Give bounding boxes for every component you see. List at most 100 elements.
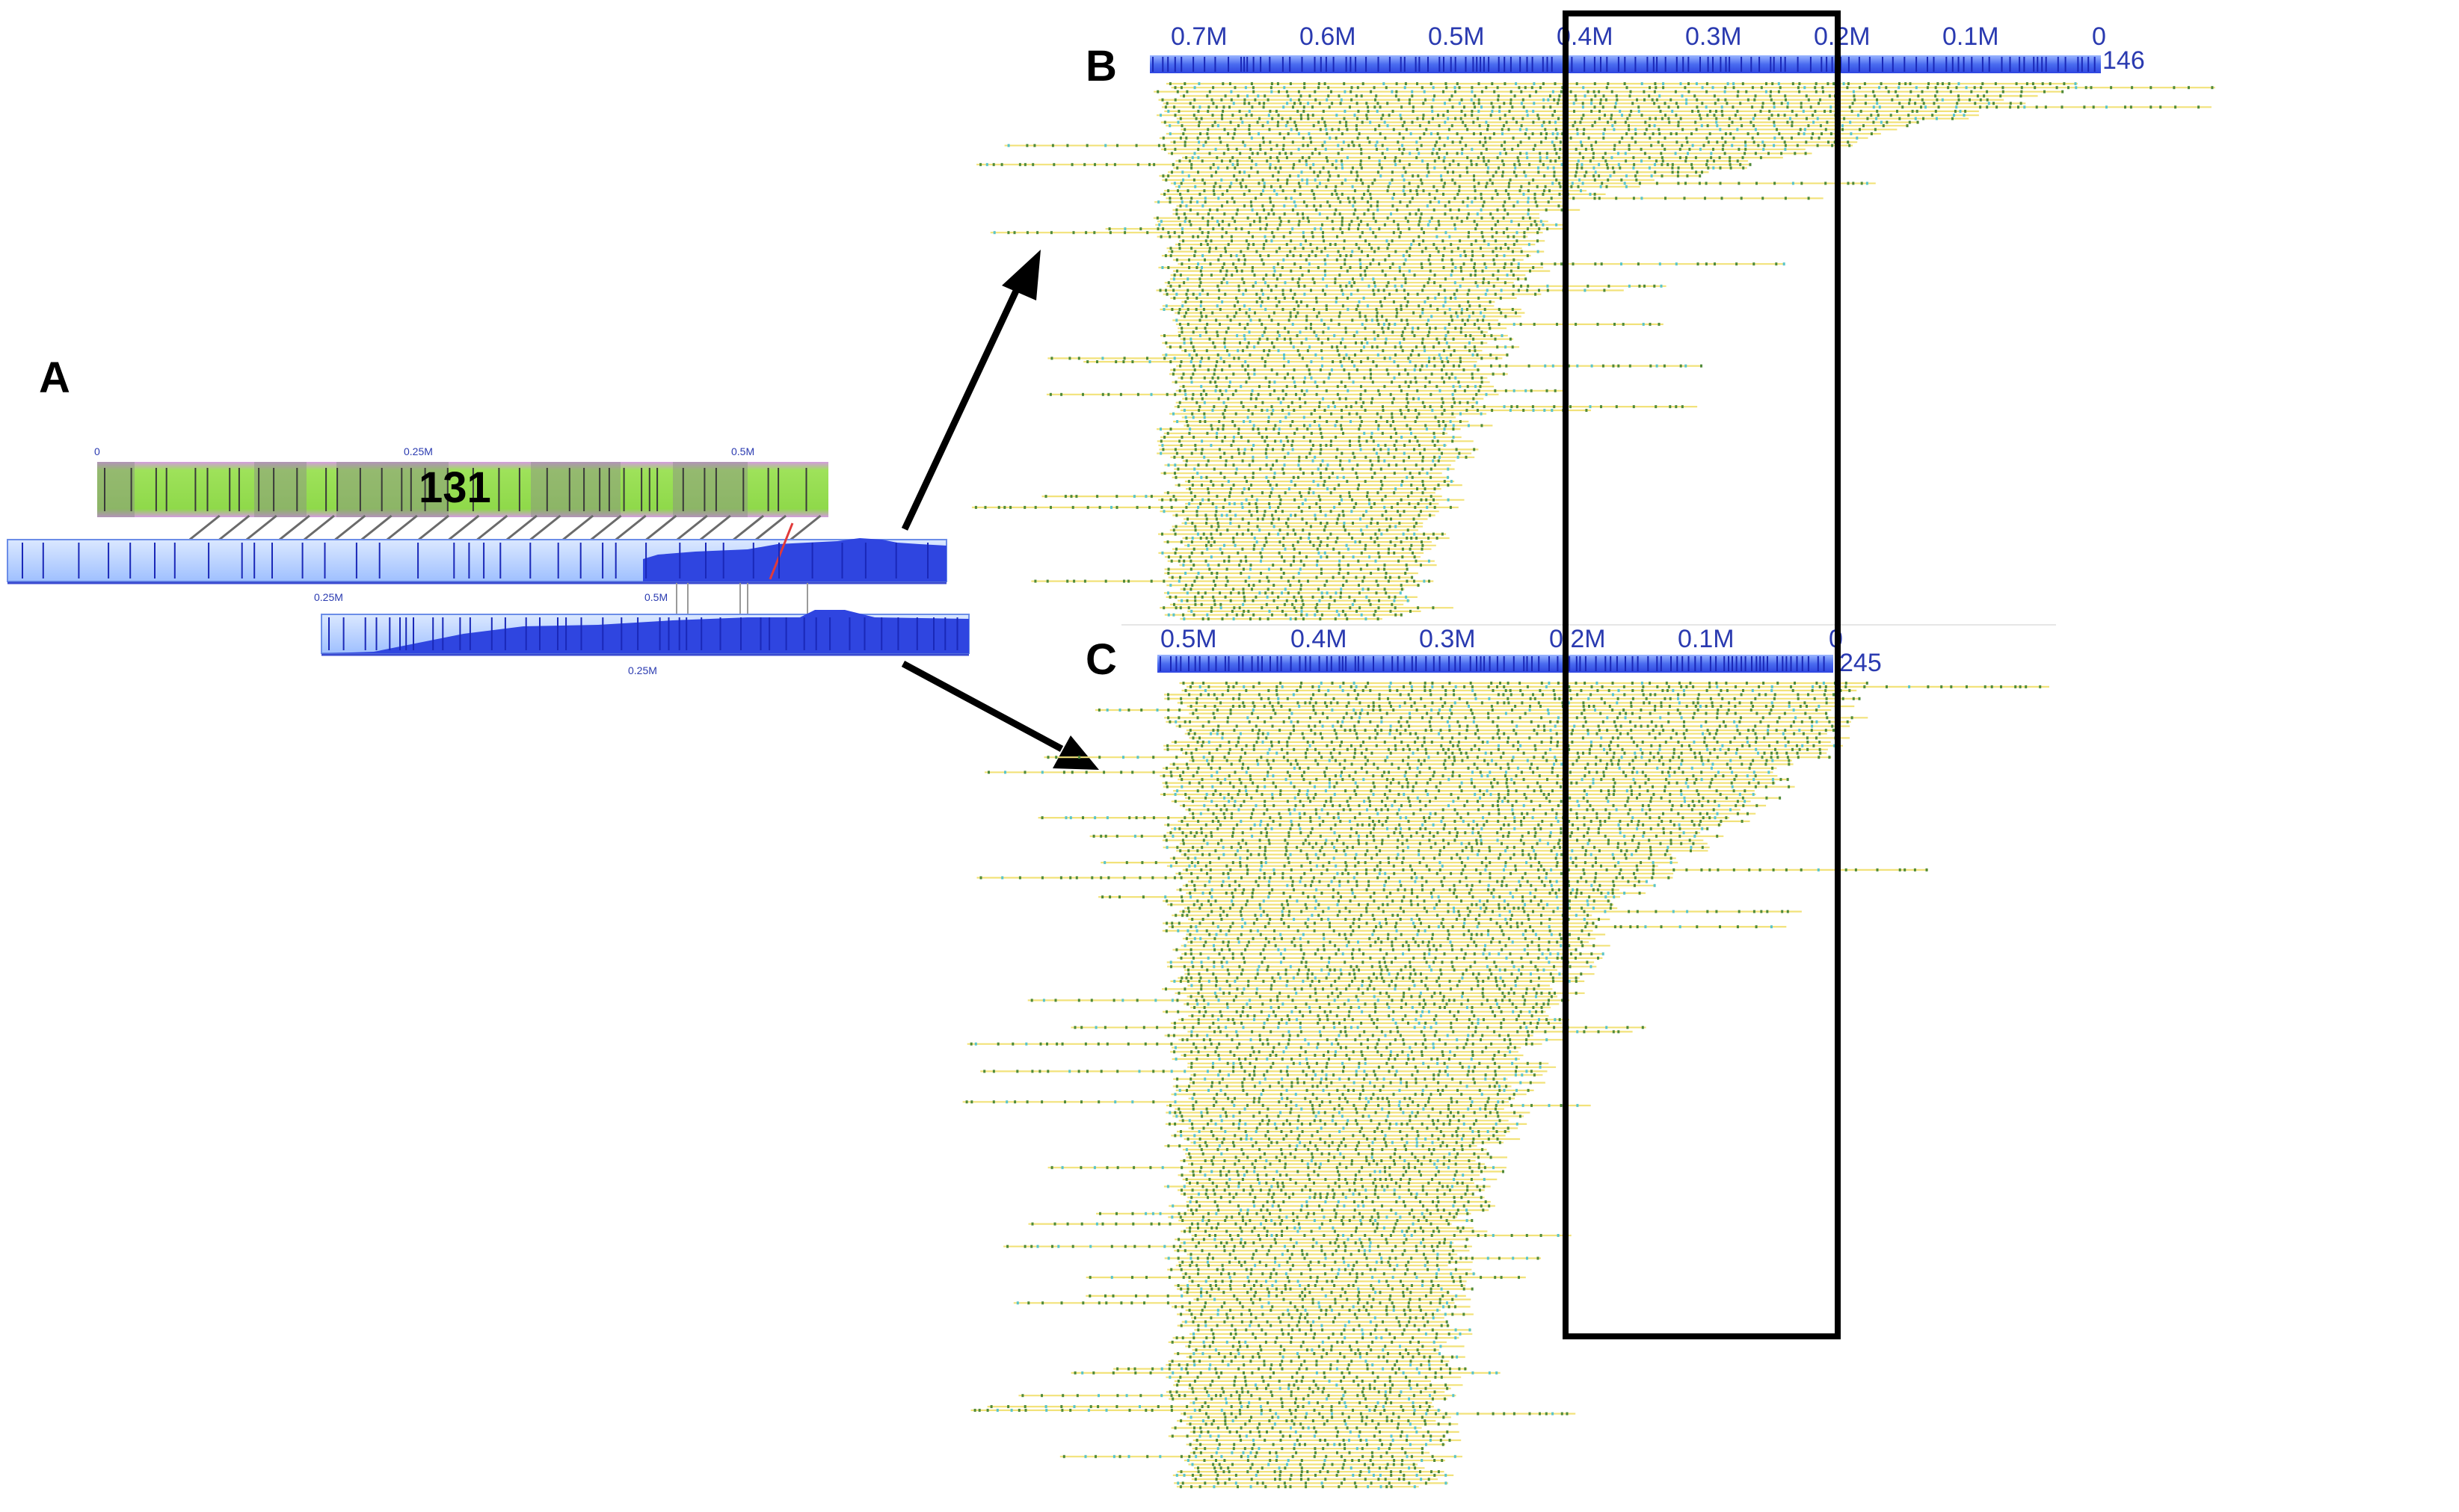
molecule-label: [1611, 166, 1614, 170]
molecule-label: [1528, 163, 1531, 167]
molecule-label: [1096, 495, 1099, 499]
molecule-label: [1459, 385, 1462, 389]
molecule-label: [1472, 132, 1475, 135]
molecule-label: [1418, 397, 1420, 401]
molecule-label: [1268, 380, 1271, 384]
molecule-label: [1613, 144, 1616, 147]
molecule-label: [1214, 584, 1216, 587]
molecule-label: [1374, 532, 1377, 536]
molecule-label: [1586, 284, 1589, 288]
molecule-label: [1246, 247, 1249, 250]
molecule-label: [1281, 389, 1284, 392]
molecule-label: [1363, 212, 1366, 216]
molecule-label: [1654, 163, 1656, 167]
map2-tick-025: 0.25M: [628, 664, 657, 676]
molecule-label: [1709, 697, 1712, 700]
molecule-label: [1498, 364, 1501, 368]
molecule-label: [1299, 584, 1302, 587]
molecule-label: [1086, 360, 1089, 363]
molecule-label: [1640, 114, 1643, 117]
molecule-label: [1278, 223, 1281, 226]
molecule-label: [1167, 693, 1169, 697]
molecule-label: [1336, 392, 1339, 396]
molecule-label: [1226, 315, 1229, 318]
molecule-label: [1210, 525, 1213, 528]
molecule-label: [1614, 102, 1617, 105]
molecule-label: [1471, 688, 1474, 692]
molecule-label: [1278, 495, 1281, 499]
molecule-label: [1371, 397, 1374, 401]
molecule-label: [1237, 94, 1240, 98]
molecule-label: [1607, 178, 1610, 182]
molecule-label: [1225, 250, 1227, 253]
molecule-label: [1403, 416, 1406, 419]
molecule-label: [985, 163, 988, 167]
molecule-label: [1213, 372, 1216, 376]
molecule-label: [1275, 372, 1278, 376]
molecule-label: [1320, 475, 1323, 479]
molecule-label: [1252, 443, 1255, 447]
molecule-label: [1380, 166, 1383, 170]
molecule-label: [1797, 132, 1800, 135]
molecule-label: [1510, 220, 1513, 223]
molecule-label: [1924, 105, 1927, 109]
molecule-label: [1369, 262, 1372, 266]
molecule-label: [1264, 281, 1267, 285]
molecule-label: [1482, 318, 1485, 322]
molecule-label: [1760, 86, 1763, 90]
molecule-label: [1406, 579, 1409, 583]
molecule-label: [1323, 239, 1326, 243]
molecule-label: [1450, 296, 1452, 300]
molecule-label: [1289, 231, 1292, 235]
molecule-label: [1204, 258, 1206, 262]
molecule-label: [1450, 94, 1453, 98]
molecule-label: [1270, 90, 1273, 93]
molecule-label: [1366, 564, 1369, 567]
molecule-label: [1276, 330, 1279, 334]
molecule-label: [1364, 274, 1367, 277]
molecule-label: [1417, 502, 1420, 505]
molecule-label: [1634, 132, 1637, 135]
molecule-label: [1337, 197, 1340, 200]
molecule-label: [1261, 606, 1264, 610]
molecule-label: [1915, 86, 1918, 90]
molecule-label: [1367, 599, 1370, 602]
molecule-label: [1415, 537, 1418, 540]
molecule-label: [1540, 141, 1542, 144]
molecule-label: [1489, 178, 1492, 182]
molecule-label: [1446, 170, 1449, 174]
alignment-lines: [188, 514, 822, 541]
molecule-label: [1115, 505, 1118, 509]
molecule-label: [1248, 487, 1250, 491]
molecule-label: [1424, 98, 1427, 102]
molecule-label: [1491, 235, 1494, 238]
molecule-label: [1394, 94, 1397, 98]
molecule-label: [1378, 697, 1381, 700]
molecule-label: [1687, 152, 1689, 155]
molecule-label: [1560, 262, 1563, 266]
molecule-label: [1251, 159, 1254, 163]
molecule-label: [1432, 459, 1435, 463]
molecule-label: [1450, 405, 1453, 409]
molecule-label: [1314, 98, 1317, 102]
molecule-label: [1284, 491, 1287, 495]
molecule-label: [1447, 484, 1450, 487]
molecule-label: [1466, 155, 1469, 159]
molecule-label: [1206, 431, 1209, 435]
molecule-label: [1677, 166, 1680, 170]
molecule-label: [1261, 436, 1264, 439]
molecule-label: [1305, 555, 1308, 559]
molecule-label: [1127, 579, 1130, 583]
molecule-label: [1648, 166, 1651, 170]
molecule-label: [1661, 144, 1664, 147]
molecule-label: [1319, 182, 1321, 185]
molecule-label: [1431, 109, 1434, 113]
molecule-label: [1293, 247, 1296, 250]
molecule-label: [1576, 128, 1579, 132]
molecule-label: [1225, 463, 1227, 467]
molecule-label: [1198, 105, 1201, 109]
molecule-label: [1421, 341, 1424, 345]
molecule-label: [1613, 120, 1616, 124]
molecule-label: [1338, 559, 1341, 563]
molecule-label: [1188, 693, 1191, 697]
